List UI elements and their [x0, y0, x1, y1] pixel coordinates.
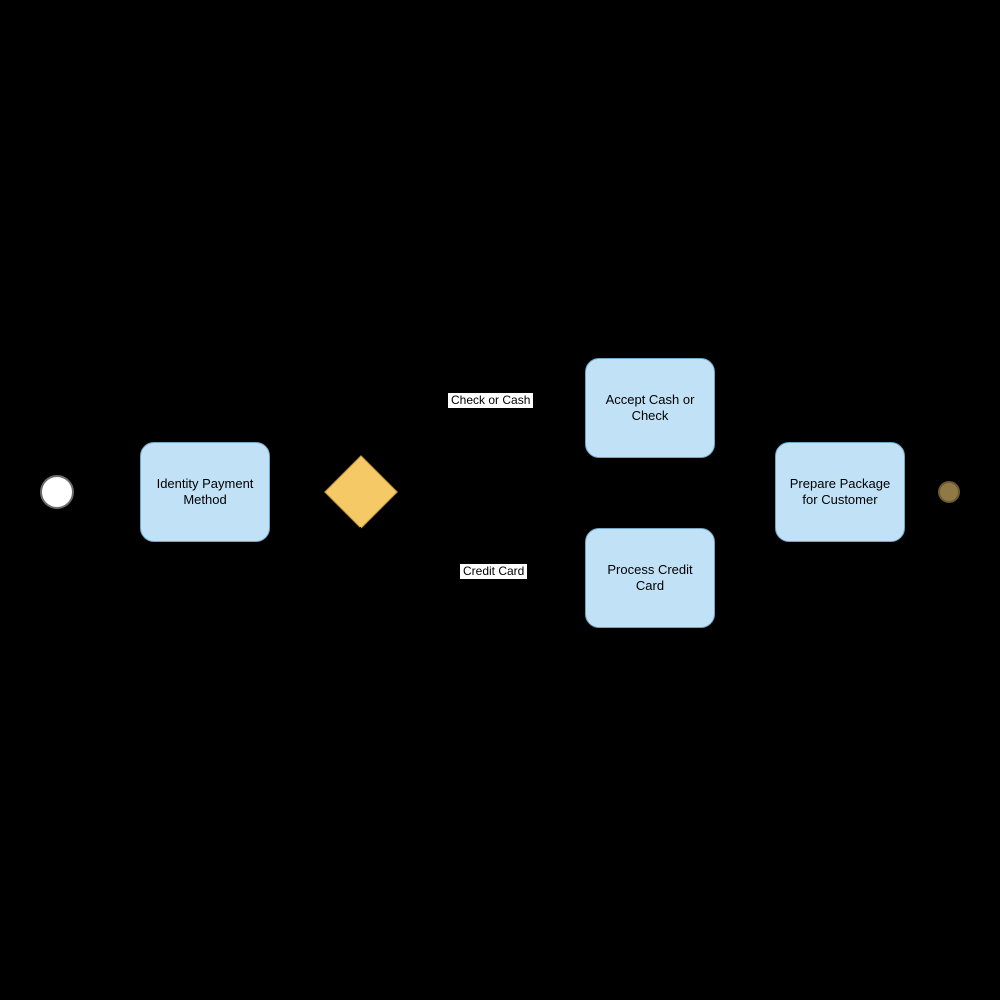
- gateway-payment-method: [335, 466, 387, 518]
- diagram-canvas: Identity Payment Method Payment Method? …: [0, 0, 1000, 1000]
- gateway-shape: [324, 455, 398, 529]
- task-label: Accept Cash or Check: [592, 392, 708, 425]
- task-label: Prepare Package for Customer: [782, 476, 898, 509]
- task-label: Process Credit Card: [592, 562, 708, 595]
- gateway-label: Payment Method?: [338, 524, 398, 550]
- end-event: [938, 481, 960, 503]
- task-label: Identity Payment Method: [147, 476, 263, 509]
- task-prepare-package: Prepare Package for Customer: [775, 442, 905, 542]
- start-event: [40, 475, 74, 509]
- edge-label-credit-card: Credit Card: [459, 563, 528, 580]
- task-identity-payment-method: Identity Payment Method: [140, 442, 270, 542]
- task-process-credit-card: Process Credit Card: [585, 528, 715, 628]
- task-accept-cash-or-check: Accept Cash or Check: [585, 358, 715, 458]
- edge-label-check-or-cash: Check or Cash: [447, 392, 534, 409]
